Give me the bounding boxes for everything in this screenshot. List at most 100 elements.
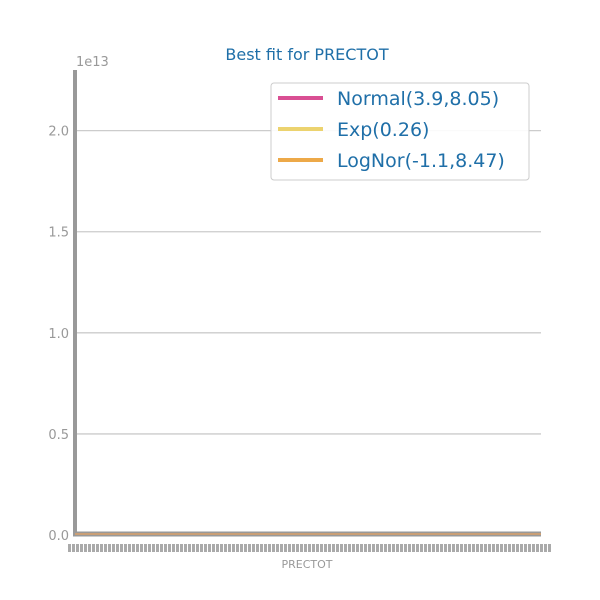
x-tick-mark: [524, 544, 527, 552]
x-tick-mark: [268, 544, 271, 552]
x-tick-mark: [392, 544, 395, 552]
x-tick-mark: [92, 544, 95, 552]
x-tick-mark: [220, 544, 223, 552]
chart-title: Best fit for PRECTOT: [225, 45, 388, 64]
x-tick-mark: [444, 544, 447, 552]
x-tick-mark: [272, 544, 275, 552]
x-tick-mark: [264, 544, 267, 552]
x-tick-mark: [176, 544, 179, 552]
x-tick-mark: [460, 544, 463, 552]
x-tick-mark: [248, 544, 251, 552]
x-tick-mark: [340, 544, 343, 552]
x-tick-mark: [320, 544, 323, 552]
x-tick-mark: [304, 544, 307, 552]
x-tick-mark: [356, 544, 359, 552]
x-tick-mark: [396, 544, 399, 552]
x-tick-mark: [204, 544, 207, 552]
x-axis-label: PRECTOT: [281, 558, 332, 571]
x-tick-mark: [212, 544, 215, 552]
x-tick-mark: [388, 544, 391, 552]
x-tick-mark: [488, 544, 491, 552]
x-tick-mark: [224, 544, 227, 552]
x-tick-mark: [496, 544, 499, 552]
x-tick-mark: [124, 544, 127, 552]
x-tick-mark: [352, 544, 355, 552]
x-tick-mark: [404, 544, 407, 552]
x-tick-mark: [376, 544, 379, 552]
x-tick-mark: [456, 544, 459, 552]
x-tick-mark: [256, 544, 259, 552]
x-tick-mark: [244, 544, 247, 552]
x-tick-mark: [108, 544, 111, 552]
x-tick-mark: [416, 544, 419, 552]
x-tick-mark: [512, 544, 515, 552]
x-tick-mark: [192, 544, 195, 552]
legend-box: [270, 82, 530, 181]
x-tick-mark: [544, 544, 547, 552]
x-tick-mark: [116, 544, 119, 552]
x-tick-mark: [452, 544, 455, 552]
x-tick-mark: [448, 544, 451, 552]
x-tick-mark: [172, 544, 175, 552]
x-tick-mark: [296, 544, 299, 552]
x-tick-mark: [88, 544, 91, 552]
x-tick-mark: [536, 544, 539, 552]
x-tick-mark: [76, 544, 79, 552]
x-tick-mark: [380, 544, 383, 552]
x-tick-marks: [68, 544, 551, 552]
x-tick-mark: [520, 544, 523, 552]
x-tick-mark: [252, 544, 255, 552]
x-tick-mark: [188, 544, 191, 552]
x-tick-mark: [372, 544, 375, 552]
x-tick-mark: [148, 544, 151, 552]
y-tick-label: 2.0: [48, 125, 69, 140]
x-tick-mark: [200, 544, 203, 552]
x-tick-mark: [168, 544, 171, 552]
x-tick-mark: [276, 544, 279, 552]
x-tick-mark: [412, 544, 415, 552]
x-tick-mark: [144, 544, 147, 552]
x-tick-mark: [228, 544, 231, 552]
x-tick-mark: [336, 544, 339, 552]
x-tick-mark: [316, 544, 319, 552]
x-tick-mark: [100, 544, 103, 552]
y-tick-labels: 0.0 0.5 1.0 1.5 2.0: [48, 125, 69, 544]
legend: Normal(3.9,8.05) Exp(0.26) LogNor(-1.1,8.4…: [270, 82, 530, 181]
x-tick-mark: [364, 544, 367, 552]
x-tick-mark: [136, 544, 139, 552]
legend-label: LogNor(-1.1,8.47): [337, 150, 505, 172]
x-tick-mark: [368, 544, 371, 552]
x-tick-mark: [112, 544, 115, 552]
x-tick-mark: [96, 544, 99, 552]
legend-label: Exp(0.26): [337, 119, 429, 141]
y-tick-label: 0.0: [48, 529, 69, 544]
x-tick-mark: [480, 544, 483, 552]
x-tick-mark: [104, 544, 107, 552]
x-tick-mark: [424, 544, 427, 552]
x-tick-mark: [508, 544, 511, 552]
x-tick-mark: [160, 544, 163, 552]
legend-label: Normal(3.9,8.05): [337, 88, 499, 110]
x-tick-mark: [324, 544, 327, 552]
x-tick-mark: [540, 544, 543, 552]
x-tick-mark: [408, 544, 411, 552]
x-tick-mark: [348, 544, 351, 552]
x-tick-mark: [180, 544, 183, 552]
x-tick-mark: [288, 544, 291, 552]
x-tick-mark: [84, 544, 87, 552]
x-tick-mark: [128, 544, 131, 552]
x-tick-mark: [484, 544, 487, 552]
x-tick-mark: [292, 544, 295, 552]
x-tick-mark: [504, 544, 507, 552]
x-tick-mark: [308, 544, 311, 552]
x-tick-mark: [240, 544, 243, 552]
y-offset-label: 1e13: [76, 55, 109, 70]
x-tick-mark: [260, 544, 263, 552]
x-tick-mark: [400, 544, 403, 552]
x-tick-mark: [236, 544, 239, 552]
x-tick-mark: [548, 544, 551, 552]
x-tick-mark: [196, 544, 199, 552]
x-tick-mark: [132, 544, 135, 552]
x-tick-mark: [216, 544, 219, 552]
